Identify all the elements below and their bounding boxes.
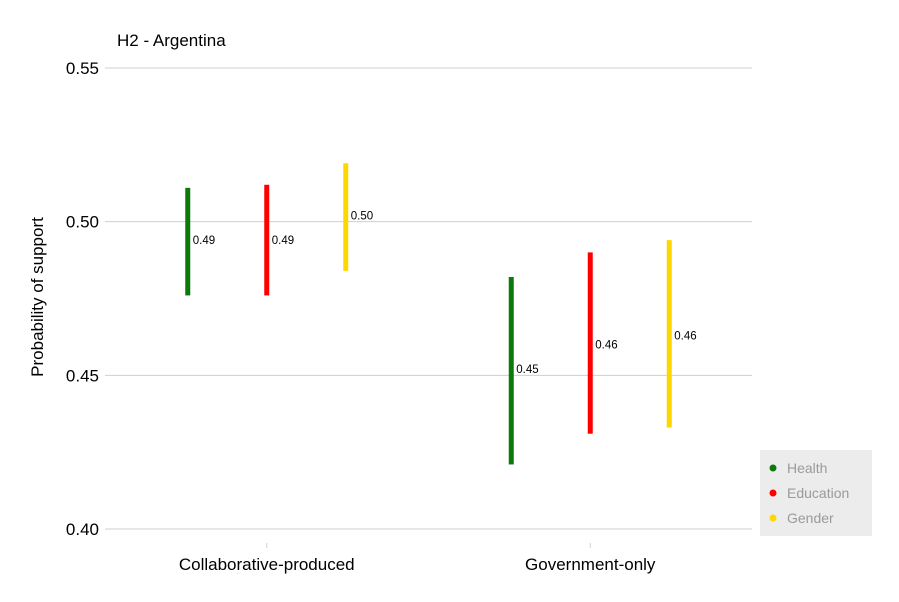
data-label: 0.50 bbox=[351, 211, 373, 223]
legend-swatch bbox=[769, 464, 777, 472]
data-label: 0.46 bbox=[595, 340, 617, 352]
y-tick-labels: 0.40 0.45 0.50 0.55 bbox=[66, 59, 99, 539]
error-bar bbox=[343, 163, 349, 271]
x-tick-labels: Collaborative-produced Government-only bbox=[179, 543, 656, 574]
legend-label: Health bbox=[787, 460, 827, 476]
legend-label: Gender bbox=[787, 510, 834, 526]
point-estimate bbox=[668, 334, 671, 337]
y-tick-label: 0.40 bbox=[66, 520, 99, 539]
point-estimate bbox=[265, 238, 268, 242]
data-label: 0.46 bbox=[674, 330, 696, 342]
x-tick-label: Government-only bbox=[525, 555, 656, 574]
legend-label: Education bbox=[787, 485, 849, 501]
y-axis-label: Probability of support bbox=[28, 217, 47, 377]
error-bars: 0.49 0.45 0.49 0.46 0.50 0.46 bbox=[185, 163, 697, 465]
point-estimate bbox=[344, 214, 347, 217]
data-label: 0.49 bbox=[193, 235, 215, 247]
gridlines bbox=[105, 67, 752, 530]
data-label: 0.45 bbox=[516, 364, 538, 376]
error-bar bbox=[587, 252, 593, 434]
legend-background bbox=[760, 450, 872, 536]
point-estimate bbox=[186, 238, 189, 242]
y-tick-label: 0.55 bbox=[66, 59, 99, 78]
legend-swatch bbox=[769, 514, 777, 522]
error-bar bbox=[508, 276, 514, 465]
point-estimate bbox=[589, 343, 592, 346]
y-tick-label: 0.50 bbox=[66, 213, 99, 232]
error-bar bbox=[185, 187, 191, 296]
y-tick-label: 0.45 bbox=[66, 366, 99, 385]
legend: Health Education Gender bbox=[760, 450, 872, 536]
point-estimate bbox=[510, 367, 513, 371]
x-tick-label: Collaborative-produced bbox=[179, 555, 355, 574]
data-label: 0.49 bbox=[272, 235, 294, 247]
error-bar bbox=[666, 240, 672, 428]
legend-swatch bbox=[769, 489, 777, 497]
chart-title: H2 - Argentina bbox=[117, 31, 226, 50]
